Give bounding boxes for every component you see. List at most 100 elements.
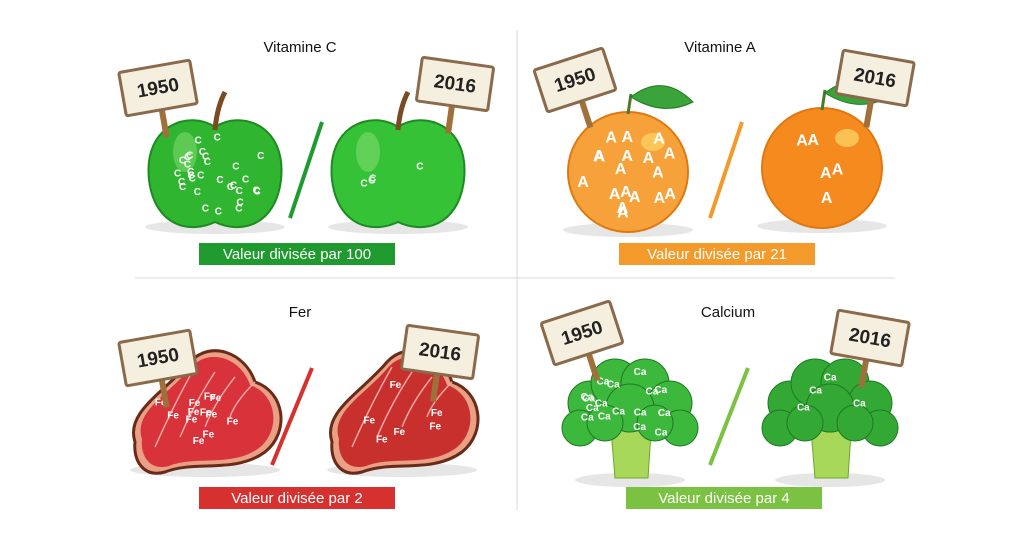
stem <box>395 90 411 131</box>
nutrient-symbol: Ca <box>582 394 595 405</box>
nutrient-symbol: Ca <box>581 412 594 423</box>
highlight <box>835 129 859 147</box>
highlight <box>173 132 197 172</box>
sign: 1950 <box>532 46 618 129</box>
nutrient-symbol: Fe <box>393 427 405 438</box>
nutrient-symbol: A <box>832 161 844 178</box>
highlight <box>641 133 665 151</box>
nutrient-symbol: C <box>202 203 209 214</box>
nutrient-symbol: Fe <box>429 422 441 433</box>
nutrient-symbol: C <box>194 187 201 198</box>
sign: 2016 <box>400 323 480 402</box>
nutrient-symbol: Fe <box>363 415 375 426</box>
caption: Valeur divisée par 100 <box>223 246 371 263</box>
nutrient-symbol: C <box>254 186 261 197</box>
nutrient-symbol: C <box>204 157 211 168</box>
nutrient-symbol: Ca <box>824 373 837 384</box>
nutrient-symbol: C <box>369 174 376 185</box>
nutrient-symbol: Fe <box>193 436 205 447</box>
nutrient-symbol: Ca <box>612 406 625 417</box>
caption-box <box>626 487 822 509</box>
floret <box>586 404 624 442</box>
nutrient-symbol: Ca <box>797 402 810 413</box>
sign-board <box>532 46 618 114</box>
nutrient-symbol: C <box>232 162 239 173</box>
slash <box>708 121 744 219</box>
nutrient-symbol: Ca <box>586 403 599 414</box>
sign: 1950 <box>117 328 199 408</box>
nutrient-symbol: C <box>242 175 249 186</box>
nutrient-symbol: C <box>216 175 223 186</box>
nutrient-symbol: C <box>368 176 375 187</box>
nutrient-symbol: A <box>821 190 833 207</box>
slash <box>708 367 750 466</box>
stem <box>626 93 633 115</box>
nutrient-symbol: Fe <box>376 435 388 446</box>
nutrient-symbol: A <box>652 164 664 181</box>
nutrient-symbol: C <box>184 152 191 163</box>
sign-board <box>834 48 916 108</box>
nutrient-symbol: A <box>615 161 627 178</box>
nutrient-symbol: C <box>214 132 221 143</box>
nutrient-symbol: C <box>360 178 367 189</box>
slash <box>288 121 324 219</box>
nutrient-symbol: Fe <box>227 417 239 428</box>
nutrient-symbol: Ca <box>607 380 620 391</box>
nutrient-symbol: C <box>199 147 206 158</box>
nutrient-symbol: Ca <box>634 408 647 419</box>
nutrient-symbol: Fe <box>390 380 402 391</box>
slash <box>270 367 314 466</box>
nutrient-symbol: Ca <box>809 385 822 396</box>
nutrient-symbol: A <box>622 129 634 146</box>
marbling <box>229 381 256 418</box>
nutrient-symbol: A <box>664 146 676 163</box>
nutrient-symbol: C <box>188 170 195 181</box>
nutrient-symbol: A <box>807 132 819 149</box>
nutrient-symbol: Fe <box>155 398 167 409</box>
nutrient-symbol: C <box>236 197 243 208</box>
nutrient-symbol: A <box>654 190 666 207</box>
floret <box>786 404 824 442</box>
nutrient-symbol: A <box>620 184 632 201</box>
nutrient-symbol: C <box>184 160 191 171</box>
nutrient-symbol: Ca <box>853 398 866 409</box>
caption: Valeur divisée par 2 <box>231 490 362 507</box>
nutrient-symbol: Ca <box>633 422 646 433</box>
apple <box>330 119 466 229</box>
nutrient-symbol: A <box>643 150 655 167</box>
nutrient-symbol: Fe <box>189 398 201 409</box>
caption: Valeur divisée par 21 <box>647 246 787 263</box>
nutrient-symbol: Fe <box>205 410 217 421</box>
nutrient-symbol: C <box>194 136 201 147</box>
nutrient-symbol: Fe <box>186 415 198 426</box>
nutrient-symbol: Fe <box>210 393 222 404</box>
nutrient-symbol: Fe <box>431 408 443 419</box>
panel-title: Fer <box>289 304 312 321</box>
sign-board <box>539 299 625 367</box>
nutrient-symbol: C <box>179 182 186 193</box>
sign: 2016 <box>829 308 911 388</box>
sign: 2016 <box>415 55 495 134</box>
marbling <box>204 376 236 428</box>
shadow <box>775 473 885 487</box>
stem <box>820 89 827 111</box>
nutrient-symbol: A <box>621 148 633 165</box>
nutrient-symbol: C <box>215 207 222 218</box>
nutrient-symbol: A <box>796 132 808 149</box>
highlight <box>356 132 380 172</box>
sign-board <box>400 323 480 381</box>
shadow <box>575 473 685 487</box>
nutrient-symbol: Ca <box>658 408 671 419</box>
marbling <box>351 366 393 448</box>
nutrient-symbol: C <box>187 167 194 178</box>
panel-title: Calcium <box>701 304 755 321</box>
nutrient-symbol: Fe <box>188 407 200 418</box>
nutrient-symbol: Ca <box>581 392 594 403</box>
nutrient-symbol: C <box>257 151 264 162</box>
nutrient-symbol: C <box>202 152 209 163</box>
nutrient-symbol: Ca <box>655 428 668 439</box>
nutrient-symbol: A <box>653 131 665 148</box>
nutrient-symbol: A <box>664 186 676 203</box>
nutrient-symbol: Fe <box>200 408 212 419</box>
